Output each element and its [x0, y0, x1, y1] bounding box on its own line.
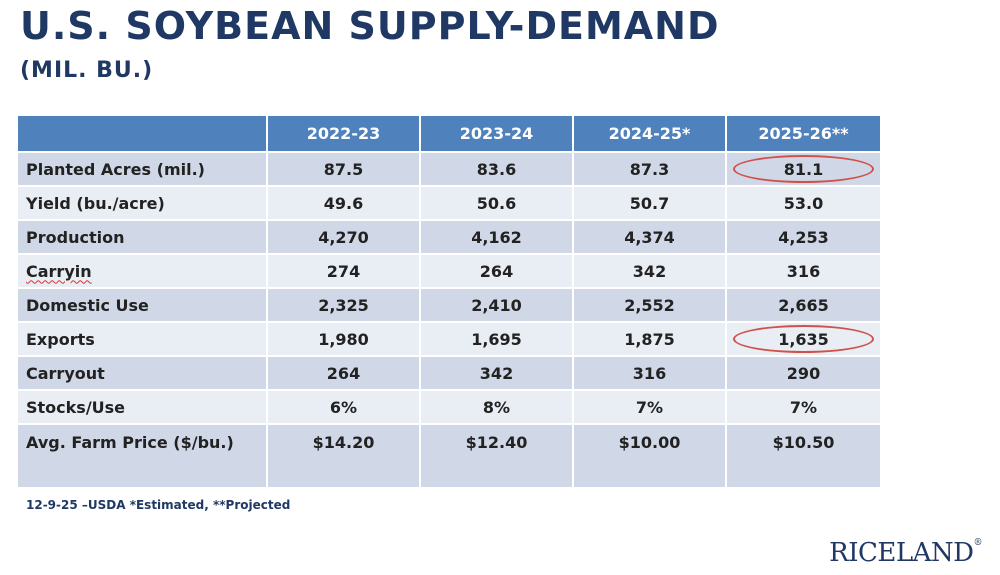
cell: 342 [421, 357, 574, 391]
row-label: Exports [18, 323, 268, 357]
cell: $12.40 [421, 425, 574, 489]
cell: 53.0 [727, 187, 880, 221]
cell: $10.50 [727, 425, 880, 489]
cell: 1,875 [574, 323, 727, 357]
table-row: Domestic Use 2,325 2,410 2,552 2,665 [18, 289, 880, 323]
row-label: Stocks/Use [18, 391, 268, 425]
table-row: Carryin 274 264 342 316 [18, 255, 880, 289]
cell-highlighted: 1,635 [727, 323, 880, 357]
cell: 2,552 [574, 289, 727, 323]
table-row: Carryout 264 342 316 290 [18, 357, 880, 391]
cell: 264 [268, 357, 421, 391]
cell-value: 1,635 [778, 329, 829, 349]
cell: 50.7 [574, 187, 727, 221]
cell: 290 [727, 357, 880, 391]
cell: 342 [574, 255, 727, 289]
cell: 6% [268, 391, 421, 425]
cell: 4,270 [268, 221, 421, 255]
registered-mark: ® [973, 538, 983, 548]
logo-text: RICELAND [829, 538, 974, 568]
row-label: Carryout [18, 357, 268, 391]
cell: 1,980 [268, 323, 421, 357]
table-row: Avg. Farm Price ($/bu.) $14.20 $12.40 $1… [18, 425, 880, 489]
header-2025-26: 2025-26** [727, 116, 880, 153]
row-label: Avg. Farm Price ($/bu.) [18, 425, 268, 489]
slide-title: U.S. SOYBEAN SUPPLY-DEMAND [20, 4, 720, 48]
cell: $10.00 [574, 425, 727, 489]
table-row: Planted Acres (mil.) 87.5 83.6 87.3 81.1 [18, 153, 880, 187]
row-label: Domestic Use [18, 289, 268, 323]
table-row: Yield (bu./acre) 49.6 50.6 50.7 53.0 [18, 187, 880, 221]
cell: 4,253 [727, 221, 880, 255]
cell: 87.5 [268, 153, 421, 187]
source-footnote: 12-9-25 –USDA *Estimated, **Projected [26, 498, 291, 512]
slide-subtitle: (MIL. BU.) [20, 58, 154, 83]
table-row: Stocks/Use 6% 8% 7% 7% [18, 391, 880, 425]
riceland-logo: RICELAND® [829, 538, 982, 568]
row-label: Yield (bu./acre) [18, 187, 268, 221]
cell: 49.6 [268, 187, 421, 221]
cell: 264 [421, 255, 574, 289]
header-2022-23: 2022-23 [268, 116, 421, 153]
table-header-row: 2022-23 2023-24 2024-25* 2025-26** [18, 116, 880, 153]
row-label: Planted Acres (mil.) [18, 153, 268, 187]
cell: 2,410 [421, 289, 574, 323]
cell-value: 81.1 [783, 159, 824, 179]
cell: 1,695 [421, 323, 574, 357]
header-corner [18, 116, 268, 153]
cell: 83.6 [421, 153, 574, 187]
table-row: Production 4,270 4,162 4,374 4,253 [18, 221, 880, 255]
cell: 2,665 [727, 289, 880, 323]
cell: 50.6 [421, 187, 574, 221]
cell: 4,374 [574, 221, 727, 255]
header-2023-24: 2023-24 [421, 116, 574, 153]
cell: 274 [268, 255, 421, 289]
row-label: Carryin [26, 261, 92, 281]
table-row: Exports 1,980 1,695 1,875 1,635 [18, 323, 880, 357]
cell: 8% [421, 391, 574, 425]
cell: 316 [727, 255, 880, 289]
header-2024-25: 2024-25* [574, 116, 727, 153]
cell: $14.20 [268, 425, 421, 489]
cell: 87.3 [574, 153, 727, 187]
cell-highlighted: 81.1 [727, 153, 880, 187]
cell: 2,325 [268, 289, 421, 323]
supply-demand-table: 2022-23 2023-24 2024-25* 2025-26** Plant… [18, 116, 880, 489]
cell: 7% [574, 391, 727, 425]
cell: 4,162 [421, 221, 574, 255]
row-label: Production [18, 221, 268, 255]
cell: 316 [574, 357, 727, 391]
cell: 7% [727, 391, 880, 425]
row-label-cell: Carryin [18, 255, 268, 289]
